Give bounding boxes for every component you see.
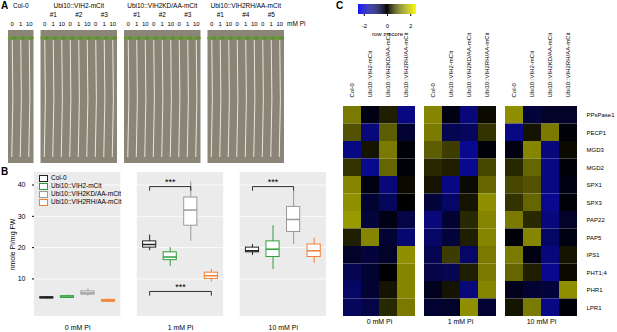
svg-text:10: 10 [225, 21, 232, 27]
svg-text:1 mM Pi: 1 mM Pi [168, 324, 194, 331]
svg-text:PPsPase1: PPsPase1 [587, 112, 616, 118]
svg-text:2: 2 [409, 23, 413, 29]
svg-text:Ubi10::VIH2KD/AA-mCit: Ubi10::VIH2KD/AA-mCit [466, 32, 472, 97]
svg-text:IPS1: IPS1 [587, 252, 601, 258]
html-text:Ubi10::VIH2RH/AA-mCit: Ubi10::VIH2RH/AA-mCit [51, 198, 122, 205]
svg-text:Col-0: Col-0 [511, 82, 517, 97]
html-text:C: C [336, 0, 344, 11]
svg-text:#1: #1 [50, 11, 58, 18]
svg-text:0: 0 [210, 21, 214, 27]
svg-text:0: 0 [236, 21, 240, 27]
svg-text:10: 10 [84, 21, 91, 27]
svg-text:40: 40 [18, 181, 26, 188]
svg-text:0: 0 [152, 21, 156, 27]
svg-text:PHR1: PHR1 [587, 287, 604, 293]
svg-text:1: 1 [52, 21, 56, 27]
svg-text:10: 10 [193, 21, 200, 27]
html-text:B: B [1, 166, 9, 177]
svg-text:A: A [1, 0, 8, 11]
svg-text:1: 1 [161, 21, 165, 27]
svg-text:0: 0 [386, 23, 390, 29]
svg-text:nmole Pi/mg FW: nmole Pi/mg FW [9, 218, 17, 270]
svg-text:1: 1 [103, 21, 107, 27]
svg-text:Ubi10::VIH2RH/AA-mCit: Ubi10::VIH2RH/AA-mCit [484, 32, 490, 97]
svg-text:0 mM Pi: 0 mM Pi [65, 324, 91, 331]
svg-text:0: 0 [261, 21, 265, 27]
svg-text:0: 0 [94, 21, 98, 27]
svg-text:0: 0 [127, 21, 131, 27]
svg-text:1 mM Pi: 1 mM Pi [448, 318, 474, 325]
svg-text:LPR1: LPR1 [587, 305, 603, 311]
svg-text:10: 10 [276, 21, 283, 27]
svg-text:***: *** [175, 282, 186, 292]
html-text:Col-0: Col-0 [51, 174, 67, 181]
svg-text:10: 10 [251, 21, 258, 27]
svg-text:Ubi10::VIH2KD/AA-mCit: Ubi10::VIH2KD/AA-mCit [385, 32, 391, 97]
svg-text:10: 10 [142, 21, 149, 27]
svg-text:Ubi10::VIH2RH/AA-mCit: Ubi10::VIH2RH/AA-mCit [211, 2, 282, 9]
svg-text:Ubi10::VIH2-mCit: Ubi10::VIH2-mCit [529, 50, 535, 97]
svg-text:Ubi10::VIH2RH/AA-mCit: Ubi10::VIH2RH/AA-mCit [403, 32, 409, 97]
svg-text:MGD2: MGD2 [587, 165, 605, 171]
svg-text:20: 20 [18, 244, 26, 251]
svg-text:1: 1 [19, 21, 23, 27]
svg-text:SPX3: SPX3 [587, 200, 603, 206]
svg-text:Ubi10::VIH2KD/AA-mCit: Ubi10::VIH2KD/AA-mCit [547, 32, 553, 97]
svg-text:1: 1 [270, 21, 274, 27]
svg-text:10: 10 [109, 21, 116, 27]
svg-text:PAP22: PAP22 [587, 217, 606, 223]
html-text:Ubi10::VIH2KD/AA-mCit: Ubi10::VIH2KD/AA-mCit [51, 190, 122, 197]
svg-text:PAP5: PAP5 [587, 235, 603, 241]
html-text:Ubi10::VIH2-mCit: Ubi10::VIH2-mCit [51, 182, 102, 189]
svg-text:row z-score: row z-score [372, 31, 404, 37]
svg-text:Col-0: Col-0 [430, 82, 436, 97]
svg-text:1: 1 [135, 21, 139, 27]
svg-text:Ubi10::VIH2-mCit: Ubi10::VIH2-mCit [53, 2, 104, 9]
svg-text:MGD3: MGD3 [587, 147, 605, 153]
svg-text:10 mM Pi: 10 mM Pi [527, 318, 557, 325]
svg-text:Ubi10::VIH2KD/AA-mCit: Ubi10::VIH2KD/AA-mCit [127, 2, 197, 9]
svg-text:PECP1: PECP1 [587, 130, 607, 136]
svg-text:10: 10 [18, 275, 26, 282]
svg-text:1: 1 [219, 21, 223, 27]
svg-text:Ubi10::VIH2RH/AA-mCit: Ubi10::VIH2RH/AA-mCit [565, 32, 571, 97]
svg-text:#2: #2 [75, 11, 83, 18]
svg-text:-2: -2 [362, 23, 368, 29]
svg-text:#5: #5 [268, 11, 276, 18]
svg-text:Ubi10::VIH2-mCit: Ubi10::VIH2-mCit [367, 50, 373, 97]
svg-text:10: 10 [26, 21, 33, 27]
svg-text:Col-0: Col-0 [349, 82, 355, 97]
svg-text:0: 0 [11, 21, 15, 27]
svg-text:Col-0: Col-0 [13, 2, 29, 9]
svg-text:mM Pi: mM Pi [287, 20, 305, 27]
svg-text:***: *** [268, 177, 279, 187]
svg-text:#3: #3 [101, 11, 109, 18]
svg-text:#1: #1 [133, 11, 141, 18]
svg-text:10: 10 [167, 21, 174, 27]
svg-text:10: 10 [58, 21, 65, 27]
svg-text:***: *** [165, 177, 176, 187]
svg-text:0: 0 [178, 21, 182, 27]
svg-text:PHT1;4: PHT1;4 [587, 270, 608, 276]
svg-text:0: 0 [43, 21, 47, 27]
svg-text:1: 1 [186, 21, 190, 27]
svg-text:10 mM Pi: 10 mM Pi [269, 324, 299, 331]
svg-text:#2: #2 [159, 11, 167, 18]
svg-text:#4: #4 [242, 11, 250, 18]
svg-text:0 mM Pi: 0 mM Pi [367, 318, 393, 325]
svg-text:Ubi10::VIH2-mCit: Ubi10::VIH2-mCit [448, 50, 454, 97]
svg-text:30: 30 [18, 213, 26, 220]
svg-text:1: 1 [77, 21, 81, 27]
svg-text:#1: #1 [217, 11, 225, 18]
svg-text:0: 0 [69, 21, 73, 27]
svg-text:1: 1 [244, 21, 248, 27]
svg-text:#3: #3 [184, 11, 192, 18]
svg-text:SPX1: SPX1 [587, 182, 603, 188]
